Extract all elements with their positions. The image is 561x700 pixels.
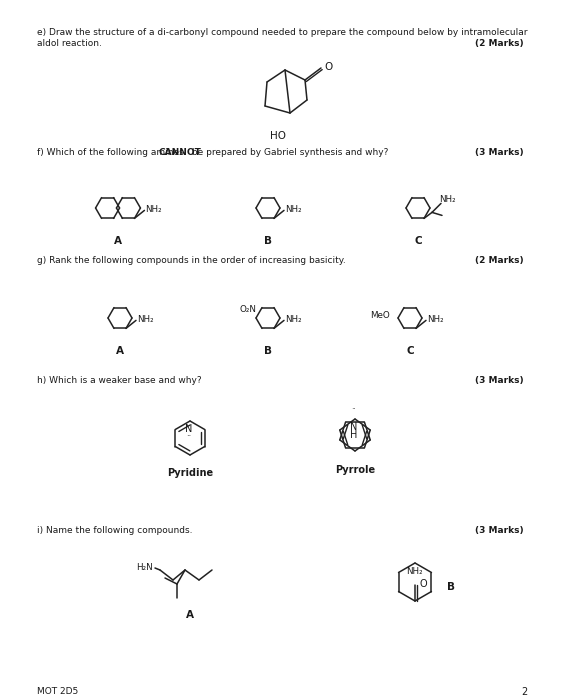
Text: h) Which is a weaker base and why?: h) Which is a weaker base and why? <box>37 376 201 385</box>
Text: (3 Marks): (3 Marks) <box>475 148 524 157</box>
Text: O: O <box>324 62 332 72</box>
Text: NH₂: NH₂ <box>406 567 422 576</box>
Text: MeO: MeO <box>370 312 390 321</box>
Text: A: A <box>116 346 124 356</box>
Text: i) Name the following compounds.: i) Name the following compounds. <box>37 526 192 535</box>
Text: MOT 2D5: MOT 2D5 <box>37 687 78 696</box>
Text: C: C <box>414 236 422 246</box>
Text: e) Draw the structure of a di-carbonyl compound needed to prepare the compound b: e) Draw the structure of a di-carbonyl c… <box>37 28 527 37</box>
Text: A: A <box>186 610 194 620</box>
Text: B: B <box>264 346 272 356</box>
Text: CANNOT: CANNOT <box>159 148 202 157</box>
Text: NH₂: NH₂ <box>285 315 302 324</box>
Text: (3 Marks): (3 Marks) <box>475 526 524 535</box>
Text: N: N <box>350 422 358 432</box>
Text: NH₂: NH₂ <box>137 315 154 324</box>
Text: Pyridine: Pyridine <box>167 468 213 478</box>
Text: HO: HO <box>270 131 286 141</box>
Text: ··: ·· <box>352 405 356 414</box>
Text: be prepared by Gabriel synthesis and why?: be prepared by Gabriel synthesis and why… <box>189 148 388 157</box>
Text: ··: ·· <box>186 432 192 441</box>
Text: aldol reaction.: aldol reaction. <box>37 39 102 48</box>
Text: H₂N: H₂N <box>136 564 153 573</box>
Text: (2 Marks): (2 Marks) <box>475 39 524 48</box>
Text: NH₂: NH₂ <box>285 205 302 214</box>
Text: (2 Marks): (2 Marks) <box>475 256 524 265</box>
Text: B: B <box>264 236 272 246</box>
Text: Pyrrole: Pyrrole <box>335 465 375 475</box>
Text: C: C <box>406 346 414 356</box>
Text: g) Rank the following compounds in the order of increasing basicity.: g) Rank the following compounds in the o… <box>37 256 346 265</box>
Text: f) Which of the following amines: f) Which of the following amines <box>37 148 187 157</box>
Text: O: O <box>420 579 427 589</box>
Text: H: H <box>350 430 358 440</box>
Text: A: A <box>114 236 122 246</box>
Text: O₂N: O₂N <box>240 305 257 314</box>
Text: N: N <box>185 424 192 434</box>
Text: NH₂: NH₂ <box>145 205 162 214</box>
Text: B: B <box>447 582 455 592</box>
Text: (3 Marks): (3 Marks) <box>475 376 524 385</box>
Text: NH₂: NH₂ <box>427 315 444 324</box>
Text: 2: 2 <box>521 687 527 697</box>
Text: NH₂: NH₂ <box>439 195 456 204</box>
